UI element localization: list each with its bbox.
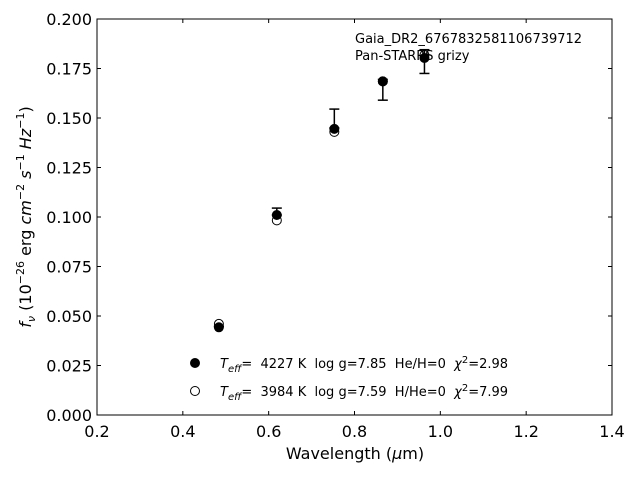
x-tick-label: 0.6 <box>256 422 281 441</box>
annotation-object-id: Gaia_DR2_6767832581106739712 <box>355 32 582 47</box>
model-2-point <box>271 215 282 226</box>
legend-marker-model-2 <box>190 386 200 396</box>
legend-marker-model-1 <box>190 358 200 368</box>
model-2-point <box>329 126 340 137</box>
x-tick-label: 0.2 <box>84 422 109 441</box>
model-1-point <box>213 322 224 333</box>
x-axis-label: Wavelength (μm) <box>286 444 424 463</box>
y-tick-label: 0.150 <box>46 109 92 128</box>
model-1-point <box>329 123 340 134</box>
ticks-layer: 0.2 0.4 0.6 0.8 1.0 1.2 1.4 0.000 0.025 0.050 0.07… <box>46 10 625 441</box>
model-2-point <box>377 76 388 87</box>
y-tick-label: 0.025 <box>46 357 92 376</box>
y-axis-label: fν (10−26 erg cm−2 s−1 Hz−1) <box>14 106 38 327</box>
plot-frame <box>96 18 613 416</box>
legend-label-model-1: Teff= 4227 K log g=7.85 He/H=0 χ2=2.98 <box>220 355 508 375</box>
model-1-point <box>419 53 430 64</box>
legend: Teff= 4227 K log g=7.85 He/H=0 χ2=2.98 T… <box>190 355 508 403</box>
model-1-point <box>271 210 282 221</box>
y-tick-label: 0.000 <box>46 406 92 425</box>
model-2-point <box>419 50 430 61</box>
x-tick-label: 1.0 <box>428 422 453 441</box>
y-tick-label: 0.100 <box>46 208 92 227</box>
x-tick-label: 0.4 <box>170 422 195 441</box>
y-tick-label: 0.175 <box>46 60 92 79</box>
data-layer <box>213 48 430 333</box>
annotation-survey: Pan-STARRS grizy <box>355 49 470 64</box>
x-tick-label: 1.4 <box>599 422 624 441</box>
x-tick-label: 1.2 <box>513 422 538 441</box>
y-tick-label: 0.125 <box>46 159 92 178</box>
y-tick-label: 0.075 <box>46 258 92 277</box>
x-tick-label: 0.8 <box>342 422 367 441</box>
plot-area <box>97 19 612 415</box>
model-2-point <box>213 318 224 329</box>
y-tick-label: 0.050 <box>46 307 92 326</box>
legend-label-model-2: Teff= 3984 K log g=7.59 H/He=0 χ2=7.99 <box>220 383 508 403</box>
y-tick-label: 0.200 <box>46 10 92 29</box>
